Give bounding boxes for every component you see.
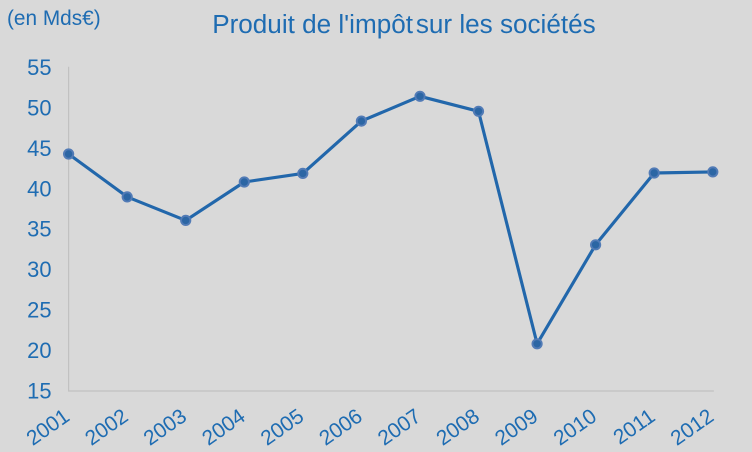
svg-text:55: 55 — [27, 55, 51, 80]
svg-text:40: 40 — [27, 176, 51, 201]
svg-text:35: 35 — [27, 217, 51, 242]
svg-text:45: 45 — [27, 136, 51, 161]
svg-text:Produit de l'impôt sur les soc: Produit de l'impôt sur les sociétés — [212, 9, 595, 39]
svg-text:30: 30 — [27, 257, 51, 282]
svg-text:15: 15 — [27, 379, 51, 404]
svg-text:(en Mds€): (en Mds€) — [7, 7, 101, 30]
svg-text:20: 20 — [27, 338, 51, 363]
svg-text:25: 25 — [27, 298, 51, 323]
svg-text:50: 50 — [27, 95, 51, 120]
